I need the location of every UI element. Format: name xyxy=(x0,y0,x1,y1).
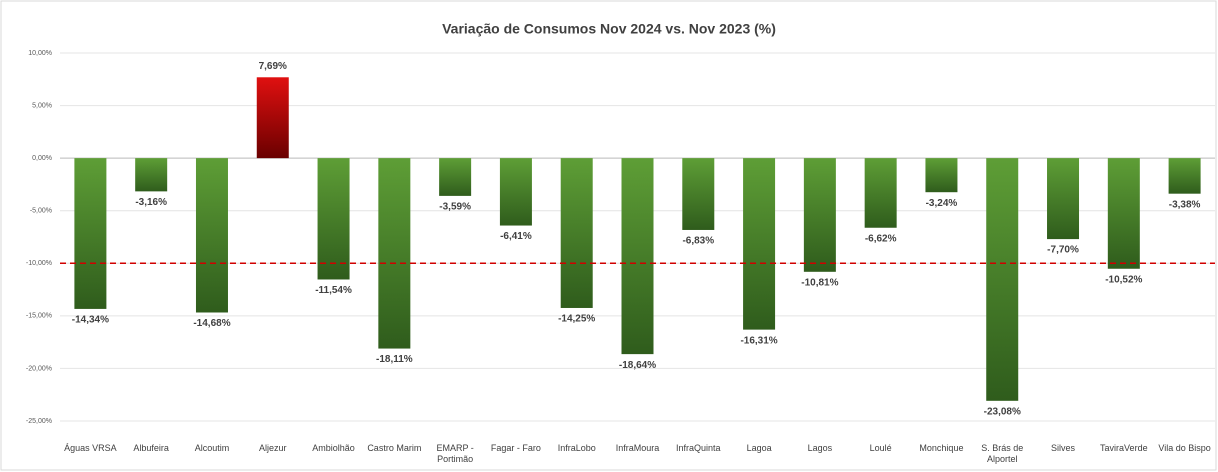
data-label: -3,59% xyxy=(439,202,471,213)
bar xyxy=(986,158,1019,401)
bar xyxy=(499,158,532,226)
bar xyxy=(195,158,228,313)
x-tick-label: Alcoutim xyxy=(194,443,230,453)
bar xyxy=(256,77,289,159)
data-label: 7,69% xyxy=(259,61,287,72)
bar xyxy=(1107,158,1140,269)
x-tick-label: EMARP - Portimão xyxy=(436,443,474,464)
bar xyxy=(74,158,107,309)
bar xyxy=(864,158,897,228)
data-label: -7,70% xyxy=(1047,245,1079,256)
data-label: -6,83% xyxy=(682,236,714,247)
x-tick-label: Aljezur xyxy=(258,443,287,453)
y-tick-label: -10,00% xyxy=(26,260,52,267)
x-tick-label: Fagar - Faro xyxy=(490,443,541,453)
data-label: -6,41% xyxy=(500,231,532,242)
bar xyxy=(1168,158,1201,194)
data-label: -14,25% xyxy=(558,314,595,325)
data-label: -18,11% xyxy=(376,354,413,365)
data-label: -16,31% xyxy=(740,335,777,346)
bar xyxy=(439,158,472,196)
bar xyxy=(925,158,958,193)
data-label: -3,38% xyxy=(1169,199,1201,210)
x-tick-label: InfraMoura xyxy=(615,443,660,453)
x-tick-label: Albufeira xyxy=(133,443,169,453)
bar xyxy=(135,158,168,192)
y-tick-label: -20,00% xyxy=(26,365,52,372)
data-label: -3,16% xyxy=(135,197,167,208)
x-tick-label: InfraLobo xyxy=(557,443,596,453)
data-label: -3,24% xyxy=(926,198,958,209)
data-label: -11,54% xyxy=(315,285,352,296)
bar xyxy=(621,158,654,355)
x-tick-label: Monchique xyxy=(919,443,964,453)
y-tick-label: -25,00% xyxy=(26,418,52,425)
bar xyxy=(682,158,715,230)
x-tick-label: TaviraVerde xyxy=(1100,443,1148,453)
data-label: -10,81% xyxy=(801,277,838,288)
bar xyxy=(560,158,593,308)
y-tick-label: 10,00% xyxy=(28,50,52,57)
x-tick-label: Lagos xyxy=(807,443,833,453)
bar xyxy=(317,158,350,280)
bar xyxy=(743,158,776,330)
x-tick-label: Lagoa xyxy=(746,443,772,453)
y-tick-label: 0,00% xyxy=(32,155,52,162)
x-tick-label: Castro Marim xyxy=(367,443,422,453)
data-label: -23,08% xyxy=(984,406,1021,417)
bar xyxy=(803,158,836,272)
x-tick-label: Loulé xyxy=(869,443,892,453)
y-tick-label: 5,00% xyxy=(32,102,52,109)
bar xyxy=(378,158,411,349)
y-tick-label: -15,00% xyxy=(26,313,52,320)
chart-title: Variação de Consumos Nov 2024 vs. Nov 20… xyxy=(442,21,776,37)
data-label: -6,62% xyxy=(865,233,897,244)
x-tick-label: Vila do Bispo xyxy=(1158,443,1211,453)
y-tick-label: -5,00% xyxy=(30,208,52,215)
x-tick-label: S. Brás de Alportel xyxy=(981,443,1024,464)
data-label: -14,68% xyxy=(193,318,230,329)
data-label: -18,64% xyxy=(619,360,656,371)
x-tick-label: Ambiolhão xyxy=(312,443,355,453)
bar xyxy=(1047,158,1080,240)
x-tick-label: InfraQuinta xyxy=(676,443,721,453)
data-label: -10,52% xyxy=(1105,274,1142,285)
x-tick-label: Silves xyxy=(1051,443,1076,453)
data-label: -14,34% xyxy=(72,315,109,326)
x-tick-label: Águas VRSA xyxy=(64,443,117,453)
